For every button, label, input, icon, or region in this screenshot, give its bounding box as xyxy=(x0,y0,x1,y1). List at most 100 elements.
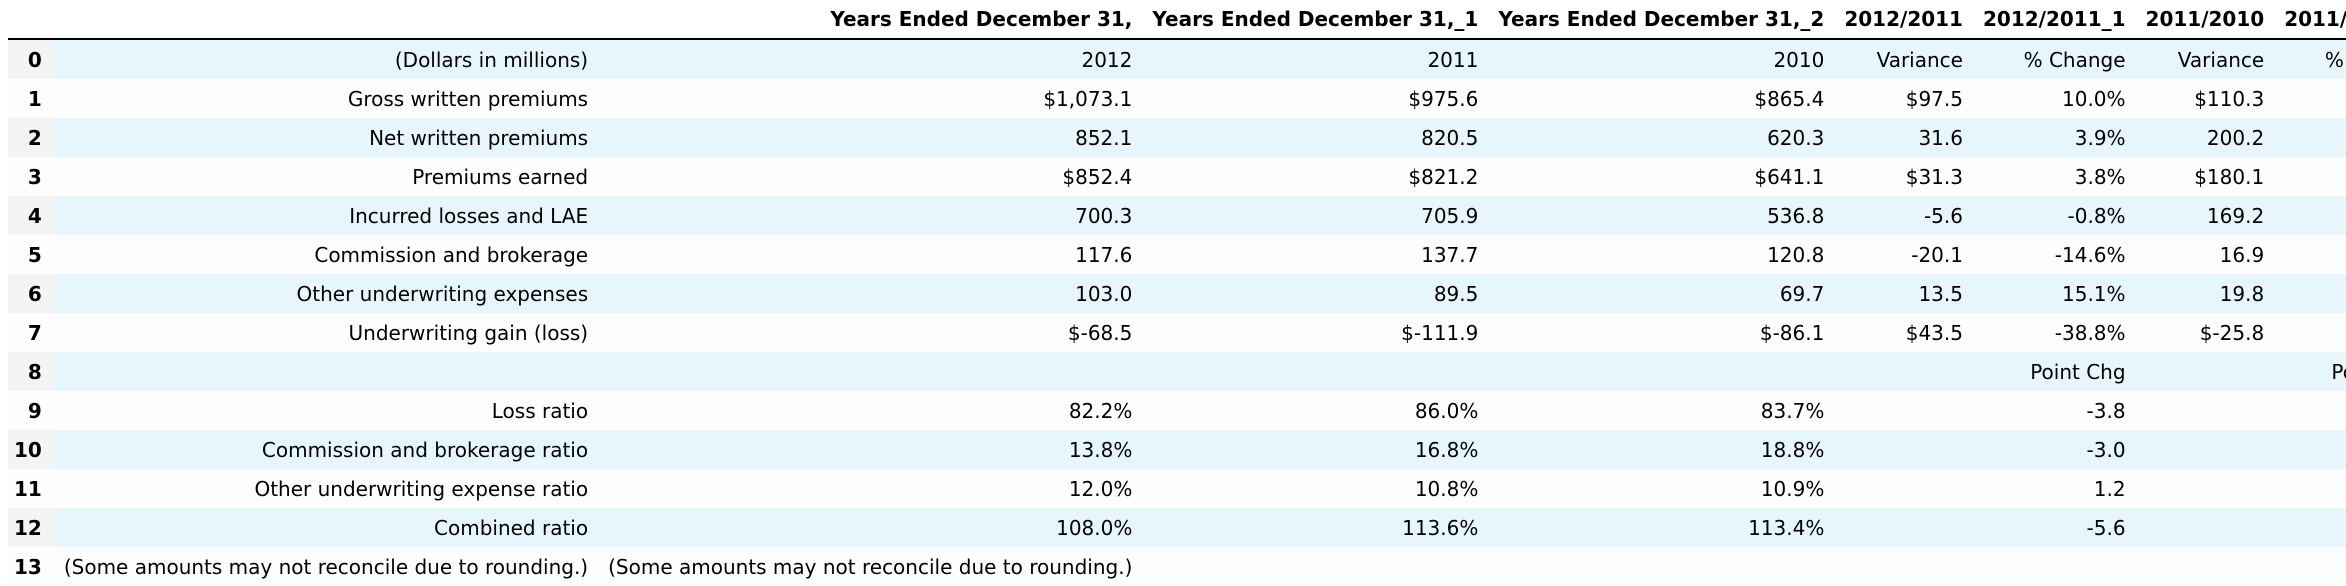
value-2011-cell: 820.5 xyxy=(1142,118,1489,157)
row-index-cell: 9 xyxy=(8,391,54,430)
row-index-cell: 6 xyxy=(8,274,54,313)
variance-2012-2011-cell xyxy=(1834,469,1973,508)
value-2010-cell xyxy=(1488,547,1835,586)
row-index-cell: 0 xyxy=(8,39,54,79)
variance-2012-2011-cell: $43.5 xyxy=(1834,313,1973,352)
value-2011-cell: 86.0% xyxy=(1142,391,1489,430)
change-2012-2011-cell: -3.8 xyxy=(1972,391,2136,430)
value-2010-cell: 620.3 xyxy=(1488,118,1835,157)
header-cell-2012-2011-change: 2012/2011_1 xyxy=(1972,0,2136,40)
change-2011-2010-cell: 28.5% xyxy=(2274,274,2346,313)
variance-2011-2010-cell xyxy=(2135,430,2275,469)
header-cell-2012-2011-variance: 2012/2011 xyxy=(1834,0,1973,40)
value-2011-cell: $821.2 xyxy=(1142,157,1489,196)
variance-2012-2011-cell: $31.3 xyxy=(1834,157,1973,196)
change-2012-2011-cell xyxy=(1972,547,2136,586)
value-2010-cell: $865.4 xyxy=(1488,79,1835,118)
value-2012-cell: (Some amounts may not reconcile due to r… xyxy=(598,547,1143,586)
header-cell-index xyxy=(8,0,54,40)
table-row: 4 Incurred losses and LAE 700.3 705.9 536.8-… xyxy=(8,196,2346,235)
variance-2011-2010-cell xyxy=(2135,547,2275,586)
change-2011-2010-cell: 14.0% xyxy=(2274,235,2346,274)
change-2012-2011-cell: -0.8% xyxy=(1972,196,2136,235)
table-row: 13 (Some amounts may not reconcile due to… xyxy=(8,547,2346,586)
change-2011-2010-cell: 0.2 xyxy=(2274,508,2346,547)
value-2010-cell: 10.9% xyxy=(1488,469,1835,508)
value-2012-cell: 2012 xyxy=(598,39,1143,79)
change-2011-2010-cell: % Change xyxy=(2274,39,2346,79)
change-2012-2011-cell: 3.9% xyxy=(1972,118,2136,157)
row-index-cell: 3 xyxy=(8,157,54,196)
table-row: 3 Premiums earned $852.4 $821.2 $641.1 $31.3 3… xyxy=(8,157,2346,196)
change-2012-2011-cell: 1.2 xyxy=(1972,469,2136,508)
change-2012-2011-cell: 10.0% xyxy=(1972,79,2136,118)
row-label-cell: Gross written premiums xyxy=(53,79,599,118)
value-2011-cell: 113.6% xyxy=(1142,508,1489,547)
variance-2011-2010-cell xyxy=(2135,352,2275,391)
change-2012-2011-cell: 3.8% xyxy=(1972,157,2136,196)
table-row: 5 Commission and brokerage 117.6 137.7 120.8… xyxy=(8,235,2346,274)
variance-2012-2011-cell: 13.5 xyxy=(1834,274,1973,313)
variance-2011-2010-cell xyxy=(2135,391,2275,430)
variance-2012-2011-cell: Variance xyxy=(1834,39,1973,79)
change-2011-2010-cell: 2.3 xyxy=(2274,391,2346,430)
value-2010-cell xyxy=(1488,352,1835,391)
value-2011-cell: $-111.9 xyxy=(1142,313,1489,352)
value-2012-cell: 117.6 xyxy=(598,235,1143,274)
variance-2012-2011-cell: $97.5 xyxy=(1834,79,1973,118)
row-label-cell: Other underwriting expense ratio xyxy=(53,469,599,508)
row-index-cell: 4 xyxy=(8,196,54,235)
header-cell-years-2012: Years Ended December 31, xyxy=(598,0,1143,40)
variance-2012-2011-cell xyxy=(1834,508,1973,547)
value-2010-cell: $641.1 xyxy=(1488,157,1835,196)
value-2010-cell: 2010 xyxy=(1488,39,1835,79)
header-cell-2011-2010-variance: 2011/2010 xyxy=(2135,0,2275,40)
variance-2011-2010-cell: $-25.8 xyxy=(2135,313,2275,352)
value-2010-cell: 536.8 xyxy=(1488,196,1835,235)
value-2011-cell xyxy=(1142,352,1489,391)
value-2012-cell: 700.3 xyxy=(598,196,1143,235)
header-cell-label xyxy=(53,0,599,40)
change-2012-2011-cell: % Change xyxy=(1972,39,2136,79)
change-2011-2010-cell: 12.7% xyxy=(2274,79,2346,118)
table-row: 10 Commission and brokerage ratio 13.8% 16.… xyxy=(8,430,2346,469)
row-label-cell: Premiums earned xyxy=(53,157,599,196)
row-label-cell: (Some amounts may not reconcile due to r… xyxy=(53,547,599,586)
variance-2011-2010-cell: $110.3 xyxy=(2135,79,2275,118)
variance-2011-2010-cell xyxy=(2135,469,2275,508)
change-2012-2011-cell: -3.0 xyxy=(1972,430,2136,469)
value-2010-cell: 69.7 xyxy=(1488,274,1835,313)
value-2012-cell: 852.1 xyxy=(598,118,1143,157)
value-2011-cell: $975.6 xyxy=(1142,79,1489,118)
value-2012-cell: 12.0% xyxy=(598,469,1143,508)
table-row: 0 (Dollars in millions) 2012 2011 2010 Varian… xyxy=(8,39,2346,79)
change-2012-2011-cell: 15.1% xyxy=(1972,274,2136,313)
row-index-cell: 10 xyxy=(8,430,54,469)
row-label-cell xyxy=(53,352,599,391)
value-2010-cell: 83.7% xyxy=(1488,391,1835,430)
value-2011-cell: 89.5 xyxy=(1142,274,1489,313)
row-index-cell: 12 xyxy=(8,508,54,547)
variance-2011-2010-cell: Variance xyxy=(2135,39,2275,79)
value-2011-cell: 10.8% xyxy=(1142,469,1489,508)
value-2011-cell: 16.8% xyxy=(1142,430,1489,469)
value-2010-cell: 120.8 xyxy=(1488,235,1835,274)
change-2011-2010-cell: Point Chg xyxy=(2274,352,2346,391)
table-header: Years Ended December 31, Years Ended Dec… xyxy=(8,0,2346,40)
value-2010-cell: 113.4% xyxy=(1488,508,1835,547)
value-2012-cell: 103.0 xyxy=(598,274,1143,313)
row-index-cell: 2 xyxy=(8,118,54,157)
header-cell-2011-2010-change: 2011/2010_1 xyxy=(2274,0,2346,40)
table-row: 7 Underwriting gain (loss) $-68.5 $-111.9 $-… xyxy=(8,313,2346,352)
change-2011-2010-cell: 32.3% xyxy=(2274,118,2346,157)
row-label-cell: Incurred losses and LAE xyxy=(53,196,599,235)
change-2012-2011-cell: -38.8% xyxy=(1972,313,2136,352)
variance-2011-2010-cell: 19.8 xyxy=(2135,274,2275,313)
value-2010-cell: $-86.1 xyxy=(1488,313,1835,352)
variance-2011-2010-cell xyxy=(2135,508,2275,547)
row-index-cell: 11 xyxy=(8,469,54,508)
table-row: 1 Gross written premiums $1,073.1 $975.6 $86… xyxy=(8,79,2346,118)
